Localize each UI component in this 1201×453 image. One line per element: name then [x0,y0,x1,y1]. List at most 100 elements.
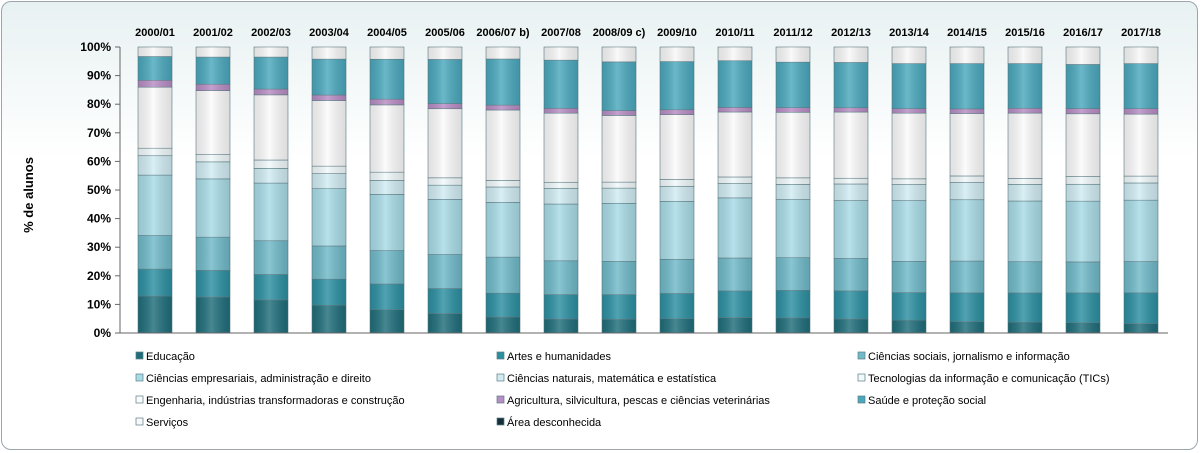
bar-segment-shading [718,107,752,112]
bar-segment-shading [544,318,578,333]
bar-segment-shading [428,47,462,60]
bar-segment-shading [196,90,230,155]
y-tick-label: 30% [87,240,111,254]
bar-segment-shading [370,99,404,105]
bar-segment-shading [776,112,810,178]
bar-segment-shading [834,178,868,184]
bar-segment-shading [544,47,578,61]
bar-segment-shading [370,194,404,251]
y-tick-label: 60% [87,154,111,168]
x-category-label: 2016/17 [1063,27,1103,39]
bar-segment-shading [602,182,636,189]
bar-segment-shading [544,60,578,109]
bar-segment-shading [370,250,404,284]
bar-segment-shading [776,257,810,291]
bar-segment-shading [312,95,346,101]
x-category-label: 2012/13 [831,27,871,39]
bar-segment-shading [776,62,810,108]
legend-swatch [496,373,505,382]
y-tick-label: 20% [87,269,111,283]
bar-segment-shading [370,172,404,181]
bar-segment-shading [1008,292,1042,323]
bar-segment-shading [1008,108,1042,114]
bar-segment-shading [950,199,984,262]
bar-segment-shading [718,290,752,318]
bar-segment-shading [544,294,578,319]
bar-segment-shading [602,294,636,320]
x-category-label: 2010/11 [715,27,754,39]
bar-segment-shading [544,204,578,261]
bar-segment-shading [254,183,288,241]
bar-segment-shading [138,148,172,156]
y-tick-label: 70% [87,126,111,140]
bar-segment-shading [312,305,346,333]
bar-segment-shading [544,188,578,205]
bar-segment-shading [776,290,810,318]
bar-segment-shading [138,235,172,270]
legend-label: Educação [146,351,195,363]
bar-segment-shading [312,188,346,246]
legend-label: Agricultura, silvicultura, pescas e ciên… [507,395,770,407]
bar-segment-shading [544,260,578,295]
bar-segment-shading [428,254,462,289]
legend-swatch [135,395,144,404]
bar-segment-shading [138,56,172,81]
bar-segment-shading [254,274,288,300]
bar-segment-shading [486,47,520,60]
legend-swatch [496,351,505,360]
bar-segment-shading [660,61,694,110]
bar-segment-shading [370,104,404,173]
bar-segment-shading [312,173,346,189]
legend-swatch [135,373,144,382]
legend-swatch [135,417,144,426]
legend-swatch [857,373,866,382]
bar-segment-shading [776,199,810,258]
bar-segment-shading [1124,261,1158,293]
bar-segment-shading [312,59,346,96]
y-tick-label: 40% [87,212,111,226]
bar-segment-shading [776,184,810,200]
legend-label: Tecnologias da informação e comunicação … [868,373,1110,385]
bar-segment-shading [602,115,636,183]
bar-segment-shading [660,47,694,62]
bar-segment-shading [950,47,984,64]
bar-segment-shading [1124,182,1158,201]
x-category-label: 2002/03 [251,27,291,39]
bar-segment-shading [892,178,926,185]
y-tick-label: 100% [80,40,111,54]
bar-segment-shading [892,47,926,64]
bar-segment-shading [834,62,868,108]
bar-segment-shading [1008,322,1042,333]
bar-segment-shading [544,182,578,189]
bar-segment-shading [718,197,752,258]
bar-segment-shading [428,199,462,255]
x-category-label: 2005/06 [425,27,465,39]
bar-segment-shading [950,113,984,176]
bar-segment-shading [892,108,926,114]
bar-segment-shading [718,317,752,333]
bar-segment-shading [834,183,868,201]
bar-segment-shading [486,293,520,317]
bar-segment-shading [312,245,346,280]
bar-segment-shading [718,111,752,177]
bar-segment-shading [138,175,172,236]
bar-segment-shading [892,261,926,293]
bar-segment-shading [660,259,694,294]
x-category-label: 2009/10 [657,27,697,39]
x-category-label: 2015/16 [1005,27,1045,39]
bar-segment-shading [1124,292,1158,324]
bar-segment-shading [1124,323,1158,333]
bar-segment-shading [196,237,230,271]
x-category-label: 2006/07 b) [476,27,530,39]
bar-segment-shading [1008,63,1042,109]
bar-segment-shading [196,57,230,85]
bar-segment-shading [602,61,636,111]
bar-segment-shading [254,89,288,95]
y-tick-label: 90% [87,69,111,83]
x-category-label: 2011/12 [773,27,812,39]
bar-segment-shading [1124,200,1158,262]
bar-segment-shading [138,80,172,88]
x-category-label: 2014/15 [947,27,987,39]
bar-segment-shading [312,166,346,174]
bar-segment-shading [718,176,752,184]
